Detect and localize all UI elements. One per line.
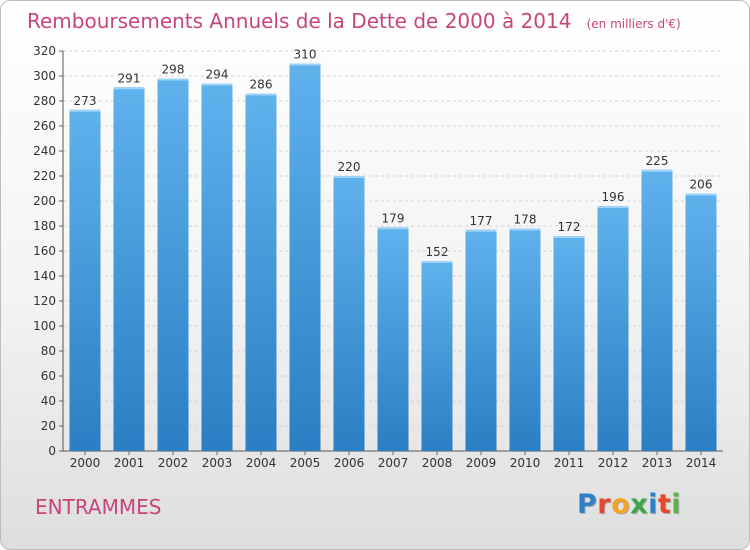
y-tick-label: 60 [41, 369, 56, 383]
logo-letter: i [648, 489, 658, 520]
data-label: 310 [294, 48, 317, 62]
logo-letter: i [671, 489, 682, 520]
bar-highlight [201, 83, 233, 86]
bar-highlight [69, 109, 101, 112]
y-tick-label: 200 [33, 194, 56, 208]
y-tick-label: 180 [33, 219, 56, 233]
logo-letter: r [597, 489, 612, 520]
commune-name: ENTRAMMES [35, 495, 162, 519]
y-tick-label: 280 [33, 94, 56, 108]
bar-highlight [553, 236, 585, 238]
bar [641, 169, 673, 451]
bar [509, 228, 541, 451]
bar-highlight [377, 227, 409, 230]
bar-highlight [245, 93, 277, 96]
bar-highlight [113, 87, 145, 90]
bar [685, 193, 717, 451]
x-tick-label: 2009 [466, 456, 497, 470]
x-tick-label: 2001 [114, 456, 145, 470]
x-tick-label: 2008 [422, 456, 453, 470]
x-tick-label: 2005 [290, 456, 321, 470]
y-tick-label: 140 [33, 269, 56, 283]
y-tick-label: 300 [33, 69, 56, 83]
x-tick-label: 2007 [378, 456, 409, 470]
bar [245, 93, 277, 451]
bar-highlight [421, 261, 453, 263]
data-label: 225 [646, 154, 669, 168]
bar-highlight [157, 78, 189, 81]
logo-letter: x [630, 489, 649, 520]
y-tick-label: 260 [33, 119, 56, 133]
y-tick-label: 240 [33, 144, 56, 158]
bar [553, 236, 585, 451]
y-tick-label: 220 [33, 169, 56, 183]
bars [69, 63, 717, 451]
logo-letter: t [657, 489, 672, 520]
x-tick-label: 2014 [686, 456, 717, 470]
bar [333, 176, 365, 451]
bar [157, 78, 189, 451]
bar [201, 83, 233, 451]
proxiti-logo[interactable]: Proxiti [577, 489, 681, 520]
y-tick-label: 320 [33, 44, 56, 58]
x-tick-label: 2002 [158, 456, 189, 470]
y-tick-label: 120 [33, 294, 56, 308]
x-tick-label: 2013 [642, 456, 673, 470]
chart-title: Remboursements Annuels de la Dette de 20… [27, 9, 572, 33]
data-label: 178 [514, 213, 537, 227]
data-label: 177 [470, 214, 493, 228]
bar-highlight [597, 206, 629, 208]
bar [377, 227, 409, 451]
data-label: 294 [206, 68, 229, 82]
data-label: 298 [162, 63, 185, 77]
x-tick-label: 2000 [70, 456, 101, 470]
x-tick-label: 2011 [554, 456, 585, 470]
data-label: 206 [690, 178, 713, 192]
bar [421, 261, 453, 451]
data-label: 152 [426, 245, 449, 259]
bar-highlight [509, 228, 541, 231]
bar [113, 87, 145, 451]
x-tick-label: 2003 [202, 456, 233, 470]
y-tick-label: 40 [41, 394, 56, 408]
unit-label: (en milliers d'€) [586, 17, 681, 31]
bar [289, 63, 321, 451]
data-label: 179 [382, 211, 405, 225]
bar-highlight [289, 63, 321, 66]
data-label: 220 [338, 160, 361, 174]
bar [597, 206, 629, 451]
bar [69, 109, 101, 451]
x-tick-label: 2006 [334, 456, 365, 470]
logo-letter: o [611, 489, 631, 520]
y-tick-label: 0 [48, 444, 56, 458]
x-tick-label: 2004 [246, 456, 277, 470]
logo-letter: P [577, 489, 598, 520]
title-block: Remboursements Annuels de la Dette de 20… [27, 9, 681, 33]
y-tick-label: 100 [33, 319, 56, 333]
bar-highlight [641, 169, 673, 172]
bar [465, 229, 497, 451]
data-labels: 273 291 298 294 286 310 220 179 152 177 178 172 196 2… [74, 48, 713, 260]
y-tick-label: 160 [33, 244, 56, 258]
data-label: 196 [602, 190, 625, 204]
data-label: 286 [250, 78, 273, 92]
bar-highlight [465, 229, 497, 232]
bar-highlight [333, 176, 365, 178]
data-label: 172 [558, 220, 581, 234]
x-tick-label: 2012 [598, 456, 629, 470]
y-tick-label: 20 [41, 419, 56, 433]
x-tick-label: 2010 [510, 456, 541, 470]
bar-highlight [685, 193, 717, 196]
y-tick-label: 80 [41, 344, 56, 358]
data-label: 291 [118, 71, 141, 85]
data-label: 273 [74, 94, 97, 108]
